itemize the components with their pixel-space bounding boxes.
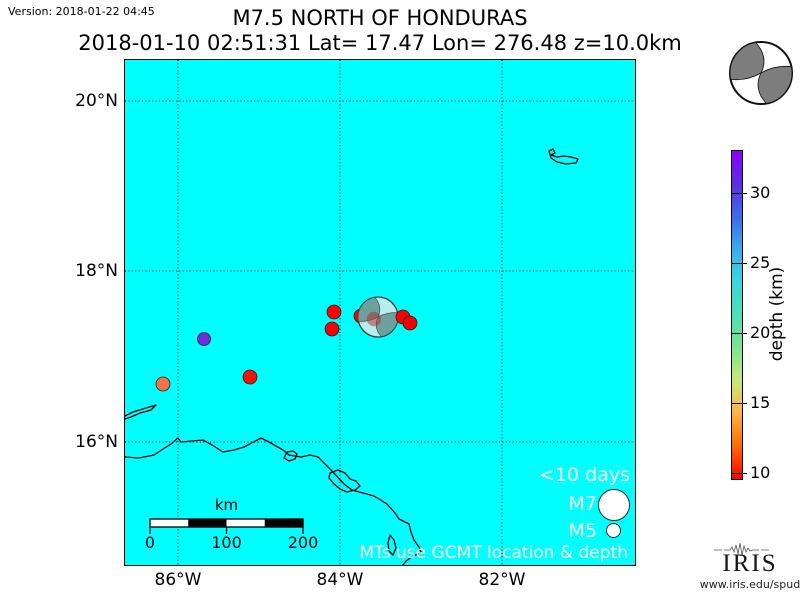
lon-label-82w: 82°W	[478, 570, 526, 590]
legend-m5-label: M5	[568, 520, 597, 542]
scalebar-tick-0: 0	[144, 533, 156, 552]
scale-bar	[149, 518, 304, 534]
colorbar-label-10: 10	[750, 463, 771, 482]
coastal-islet	[387, 534, 397, 556]
iris-url: www.iris.edu/spud	[699, 578, 800, 591]
earthquake-dot	[326, 304, 342, 320]
earthquake-dot	[324, 321, 340, 337]
lagoon-caratasca	[328, 469, 361, 493]
aftershock-dots-over	[155, 309, 418, 392]
scalebar-unit: km	[214, 496, 239, 514]
lon-label-84w: 84°W	[316, 570, 364, 590]
seismogram-icon	[714, 543, 769, 555]
lat-label-18n: 18°N	[75, 261, 118, 281]
iris-logo: IRIS	[722, 550, 778, 577]
map-graphics	[125, 60, 635, 565]
lat-label-16n: 16°N	[75, 432, 118, 452]
lat-label-20n: 20°N	[75, 91, 118, 111]
colorbar-tick	[731, 192, 747, 194]
version-text: Version: 2018-01-22 04:45	[8, 5, 155, 18]
earthquake-dot	[155, 376, 171, 392]
colorbar-label-15: 15	[750, 393, 771, 412]
coastline-spit	[125, 404, 157, 420]
colorbar-tick	[731, 332, 747, 334]
colorbar-tick	[731, 472, 747, 474]
legend-recency: <10 days	[539, 464, 630, 486]
scalebar-tick-200: 200	[287, 533, 319, 552]
lon-label-86w: 86°W	[154, 570, 202, 590]
mainshock-beachball-icon	[357, 296, 399, 338]
depth-colorbar	[731, 150, 743, 480]
event-subtitle: 2018-01-10 02:51:31 Lat= 17.47 Lon= 276.…	[78, 31, 682, 55]
colorbar-tick	[731, 262, 747, 264]
colorbar-label-25: 25	[750, 253, 771, 272]
gcmt-note: MTs use GCMT location & depth	[359, 543, 629, 563]
legend-m7-circle	[598, 489, 630, 521]
lagoon-small	[283, 450, 298, 462]
colorbar-label-20: 20	[750, 323, 771, 342]
island-grand-cayman	[548, 148, 579, 165]
map-canvas: km 0 100 200 <10 days M7 M5 MTs use GCMT…	[124, 59, 636, 566]
coastline-honduras	[125, 437, 422, 565]
legend-m7-label: M7	[568, 493, 597, 515]
earthquake-dot	[242, 369, 258, 385]
focal-mechanism-icon	[729, 41, 793, 105]
earthquake-dot	[402, 315, 418, 331]
scalebar-tick-100: 100	[211, 533, 242, 552]
event-title: M7.5 NORTH OF HONDURAS	[232, 6, 528, 30]
earthquake-dot	[197, 332, 211, 346]
colorbar-label-30: 30	[750, 183, 771, 202]
legend-m5-circle	[606, 523, 621, 538]
colorbar-axis-label: depth (km)	[767, 266, 787, 362]
colorbar-tick	[731, 402, 747, 404]
epicenter-dot	[366, 311, 382, 327]
